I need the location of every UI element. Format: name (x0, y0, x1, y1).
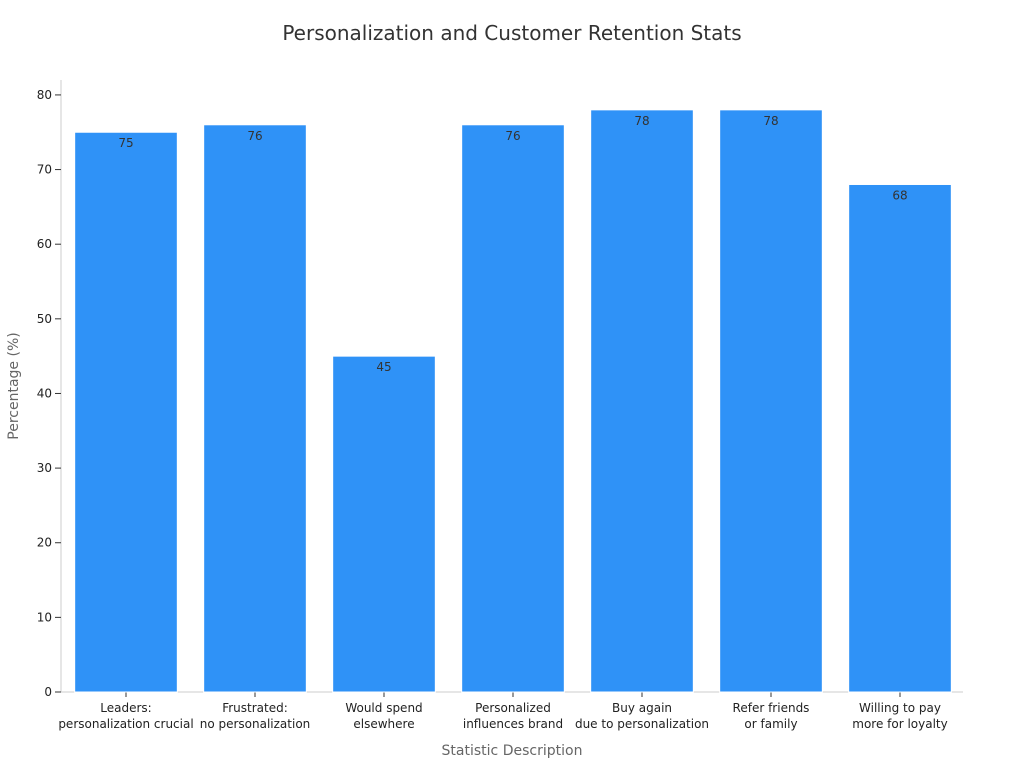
bars-group (74, 109, 952, 693)
x-tick-label: more for loyalty (852, 717, 947, 731)
x-tick-label: Would spend (345, 701, 422, 715)
x-tick-label: Personalized (475, 701, 551, 715)
bar (74, 131, 178, 693)
x-tick-label: due to personalization (575, 717, 709, 731)
y-tick-label: 40 (37, 386, 52, 400)
x-tick-label: Refer friends (733, 701, 810, 715)
bar-value-label: 45 (376, 360, 391, 374)
x-tick-label: elsewhere (353, 717, 414, 731)
y-tick-label: 10 (37, 610, 52, 624)
y-tick-label: 30 (37, 461, 52, 475)
bar-value-label: 76 (505, 129, 520, 143)
y-tick-label: 20 (37, 536, 52, 550)
x-tick-label: influences brand (463, 717, 563, 731)
y-tick-label: 0 (44, 685, 52, 699)
chart-title: Personalization and Customer Retention S… (282, 21, 741, 45)
bar-value-label: 75 (118, 136, 133, 150)
labels-group: 75 Leaders: personalization crucial 76 Frust… (58, 114, 947, 731)
bar (590, 109, 694, 693)
bar (203, 124, 307, 693)
x-tick-label: Frustrated: (222, 701, 288, 715)
y-tick-label: 50 (37, 312, 52, 326)
y-tick-label: 80 (37, 88, 52, 102)
x-axis-label: Statistic Description (442, 743, 583, 759)
bar-value-label: 68 (892, 188, 907, 202)
bar-value-label: 78 (634, 114, 649, 128)
x-tick-label: Leaders: (100, 701, 151, 715)
x-tick-label: Willing to pay (859, 701, 941, 715)
bar (461, 124, 565, 693)
bar (719, 109, 823, 693)
y-tick-label: 70 (37, 163, 52, 177)
x-tick-label: personalization crucial (58, 717, 193, 731)
bar-value-label: 76 (247, 129, 262, 143)
y-tick-label: 60 (37, 237, 52, 251)
x-tick-label: Buy again (612, 701, 672, 715)
bar (332, 355, 436, 693)
x-tick-label: no personalization (200, 717, 311, 731)
bar (848, 183, 952, 693)
y-axis-label: Percentage (%) (6, 332, 22, 439)
x-tick-label: or family (744, 717, 797, 731)
bar-value-label: 78 (763, 114, 778, 128)
